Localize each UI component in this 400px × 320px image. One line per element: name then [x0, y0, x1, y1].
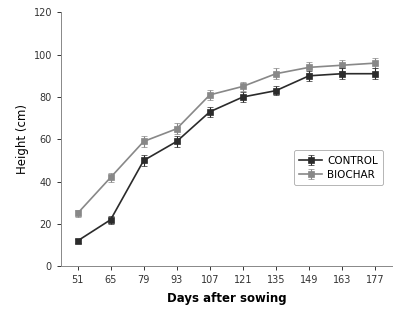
- Y-axis label: Height (cm): Height (cm): [16, 104, 29, 174]
- Legend: CONTROL, BIOCHAR: CONTROL, BIOCHAR: [294, 150, 383, 185]
- X-axis label: Days after sowing: Days after sowing: [166, 292, 286, 305]
